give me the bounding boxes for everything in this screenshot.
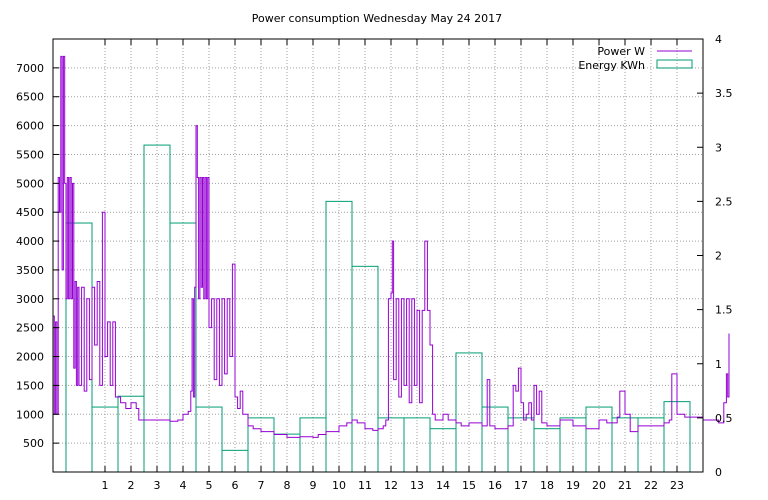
y-left-tick-label: 1000 — [16, 408, 44, 421]
chart-title: Power consumption Wednesday May 24 2017 — [252, 12, 502, 25]
y-left-tick-label: 6500 — [16, 91, 44, 104]
legend-power-label: Power W — [597, 45, 645, 58]
x-tick-label: 6 — [232, 479, 239, 492]
x-tick-label: 8 — [284, 479, 291, 492]
y-left-tick-label: 5000 — [16, 177, 44, 190]
y-right-tick-label: 4 — [715, 33, 722, 46]
y-left-tick-label: 1500 — [16, 379, 44, 392]
x-tick-label: 5 — [206, 479, 213, 492]
x-tick-label: 7 — [258, 479, 265, 492]
x-tick-label: 15 — [462, 479, 476, 492]
y-right-tick-label: 2.5 — [715, 195, 733, 208]
y-right-tick-label: 0 — [715, 466, 722, 479]
y-right-tick-label: 3 — [715, 141, 722, 154]
x-tick-label: 13 — [410, 479, 424, 492]
x-tick-label: 12 — [384, 479, 398, 492]
x-tick-label: 4 — [180, 479, 187, 492]
y-left-tick-label: 6000 — [16, 120, 44, 133]
x-tick-label: 21 — [618, 479, 632, 492]
legend: Power W Energy KWh — [578, 45, 693, 72]
x-tick-label: 11 — [358, 479, 372, 492]
energy-bar — [455, 352, 483, 473]
y-left-tick-label: 3000 — [16, 293, 44, 306]
x-tick-label: 10 — [332, 479, 346, 492]
x-tick-label: 2 — [128, 479, 135, 492]
y-left-tick-label: 4000 — [16, 235, 44, 248]
y-left-tick-label: 2500 — [16, 322, 44, 335]
y-left-tick-label: 4500 — [16, 206, 44, 219]
x-tick-label: 1 — [102, 479, 109, 492]
y-right-tick-label: 3.5 — [715, 87, 733, 100]
x-tick-label: 3 — [154, 479, 161, 492]
legend-energy-swatch — [656, 59, 693, 69]
x-tick-label: 16 — [488, 479, 502, 492]
y-right-tick-label: 1 — [715, 358, 722, 371]
energy-bars — [65, 144, 691, 473]
legend-energy-label: Energy KWh — [578, 59, 645, 72]
y-left-tick-label: 500 — [23, 437, 44, 450]
x-tick-label: 14 — [436, 479, 450, 492]
y-right-tick-label: 2 — [715, 250, 722, 263]
x-tick-label: 20 — [592, 479, 606, 492]
x-tick-label: 23 — [670, 479, 684, 492]
x-tick-label: 22 — [644, 479, 658, 492]
power-line — [53, 55, 730, 438]
y-left-tick-label: 5500 — [16, 148, 44, 161]
energy-bar — [143, 144, 171, 473]
x-tick-label: 17 — [514, 479, 528, 492]
y-right-tick-label: 1.5 — [715, 304, 733, 317]
x-tick-label: 18 — [540, 479, 554, 492]
y-right-tick-label: 0.5 — [715, 412, 733, 425]
y-left-tick-label: 3500 — [16, 264, 44, 277]
x-tick-label: 9 — [310, 479, 317, 492]
y-left-tick-label: 7000 — [16, 62, 44, 75]
axis-ticks: 1 2 3 4 5 6 7 8 9 10 11 12 13 14 15 16 17 18 19 20 21 22 23500… — [16, 33, 733, 492]
x-tick-label: 19 — [566, 479, 580, 492]
y-left-tick-label: 2000 — [16, 351, 44, 364]
